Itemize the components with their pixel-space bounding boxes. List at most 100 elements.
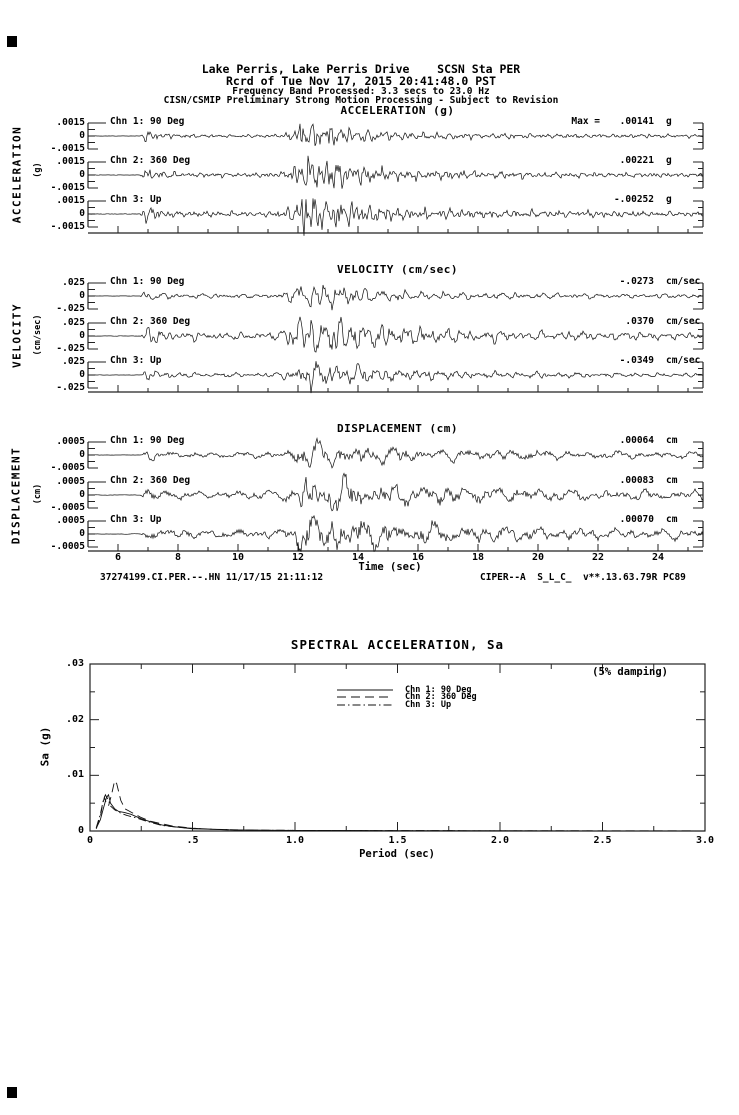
waveform-trace <box>87 316 704 353</box>
spectral-xlabel: Period (sec) <box>359 848 435 860</box>
channel-label: Chn 3: Up <box>110 194 162 205</box>
scale-label-top: .0015 <box>56 195 85 206</box>
footer-version: CIPER--A S_L_C_ v**.13.63.79R PC89 <box>480 572 686 583</box>
waveform-trace <box>87 361 704 394</box>
footer-record-id: 37274199.CI.PER.--.HN 11/17/15 21:11:12 <box>100 572 324 583</box>
time-tick-label: 18 <box>471 552 485 563</box>
time-tick-label: 22 <box>591 552 605 563</box>
legend-label: Chn 2: 360 Deg <box>405 692 477 703</box>
time-tick-label: 10 <box>231 552 245 563</box>
waveform-trace <box>87 123 704 146</box>
max-unit: cm <box>666 514 678 525</box>
header-line-2: Rcrd of Tue Nov 17, 2015 20:41:48.0 PST <box>225 74 497 88</box>
scale-label-bottom: -.0005 <box>50 541 85 552</box>
max-value: .00141 <box>619 116 654 127</box>
max-value: -.0273 <box>619 276 654 287</box>
waveform-panel-0 <box>87 122 704 236</box>
legend-row: Chn 2: 360 Deg <box>337 692 477 703</box>
legend-label: Chn 3: Up <box>405 699 452 710</box>
spectral-x-tick-label: 0 <box>86 835 94 846</box>
scale-label-zero: 0 <box>79 369 85 380</box>
spectral-x-tick-label: 2.5 <box>593 835 612 846</box>
scale-label-zero: 0 <box>79 208 85 219</box>
channel-label: Chn 2: 360 Deg <box>110 155 191 166</box>
scale-label-bottom: -.0005 <box>50 502 85 513</box>
spectral-damping-note: (5% damping) <box>592 666 668 678</box>
max-value: .00221 <box>619 155 654 166</box>
time-tick-label: 14 <box>351 552 365 563</box>
channel-label: Chn 3: Up <box>110 514 162 525</box>
panel-title-displacement: DISPLACEMENT (cm) <box>336 422 459 435</box>
legend-line-sample-icon <box>337 704 393 706</box>
max-unit: g <box>666 155 672 166</box>
time-tick-label: 16 <box>411 552 425 563</box>
scale-label-bottom: -.0015 <box>50 143 85 154</box>
scale-label-bottom: -.0015 <box>50 182 85 193</box>
max-value: -.00252 <box>613 194 654 205</box>
channel-label: Chn 1: 90 Deg <box>110 435 185 446</box>
spectral-curve <box>95 793 705 832</box>
scale-label-bottom: -.025 <box>56 382 85 393</box>
scale-label-bottom: -.0005 <box>50 462 85 473</box>
waveform-trace <box>88 514 704 552</box>
legend-label: Chn 1: 90 Deg <box>405 684 472 695</box>
scale-label-bottom: -.025 <box>56 303 85 314</box>
waveform-trace <box>88 472 704 512</box>
legend-line-sample-icon <box>337 696 393 698</box>
scale-label-top: .0015 <box>56 117 85 128</box>
time-tick-label: 20 <box>531 552 545 563</box>
time-tick-label: 8 <box>174 552 182 563</box>
waveform-trace <box>88 437 704 469</box>
spectral-y-tick-label: .01 <box>65 769 84 781</box>
time-tick-label: 6 <box>114 552 122 563</box>
scale-label-top: .025 <box>62 317 85 328</box>
legend-row: Chn 3: Up <box>337 701 477 709</box>
scale-label-top: .025 <box>62 356 85 367</box>
time-tick-label: 24 <box>651 552 665 563</box>
waveform-panel-1 <box>87 282 704 394</box>
channel-label: Chn 2: 360 Deg <box>110 316 191 327</box>
max-unit: cm <box>666 435 678 446</box>
corner-registration-mark-bottom <box>7 1087 17 1098</box>
waveform-trace <box>87 155 704 189</box>
ylabel-velocity: VELOCITY <box>10 303 24 368</box>
scale-label-zero: 0 <box>79 330 85 341</box>
scale-label-zero: 0 <box>79 130 85 141</box>
spectral-curve <box>95 793 705 832</box>
scale-label-top: .025 <box>62 277 85 288</box>
max-unit: cm <box>666 475 678 486</box>
max-unit: cm/sec <box>666 276 701 287</box>
corner-registration-mark-top <box>7 36 17 47</box>
channel-label: Chn 3: Up <box>110 355 162 366</box>
spectral-x-tick-label: 2.0 <box>490 835 510 846</box>
scale-label-zero: 0 <box>79 528 85 539</box>
max-value: .00070 <box>619 514 654 525</box>
max-unit: g <box>666 194 672 205</box>
max-value: -.0349 <box>619 355 654 366</box>
time-axis-label: Time (sec) <box>358 561 422 573</box>
header-line-3: Frequency Band Processed: 3.3 secs to 23… <box>232 86 490 97</box>
max-value: .00083 <box>619 475 654 486</box>
waveform-trace <box>87 284 704 311</box>
waveform-panel-2 <box>87 437 704 552</box>
max-unit: cm/sec <box>666 355 701 366</box>
ylabel-displacement: DISPLACEMENT <box>9 446 23 545</box>
channel-label: Chn 1: 90 Deg <box>110 116 185 127</box>
legend-row: Chn 1: 90 Deg <box>337 686 477 694</box>
scale-label-zero: 0 <box>79 489 85 500</box>
spectral-title: SPECTRAL ACCELERATION, Sa <box>290 637 505 652</box>
legend-line-sample-icon <box>337 689 393 691</box>
scale-label-top: .0005 <box>56 515 85 526</box>
spectral-y-tick-label: .02 <box>65 713 84 725</box>
scale-label-zero: 0 <box>79 449 85 460</box>
scale-label-top: .0005 <box>56 476 85 487</box>
spectral-curve <box>95 779 706 832</box>
spectral-plot <box>89 663 706 832</box>
spectral-y-tick-label: .03 <box>65 658 84 669</box>
spectral-y-tick-label: 0 <box>77 825 84 836</box>
spectral-x-tick-label: 1.0 <box>285 835 305 846</box>
channel-label: Chn 1: 90 Deg <box>110 276 185 287</box>
scale-label-zero: 0 <box>79 290 85 301</box>
